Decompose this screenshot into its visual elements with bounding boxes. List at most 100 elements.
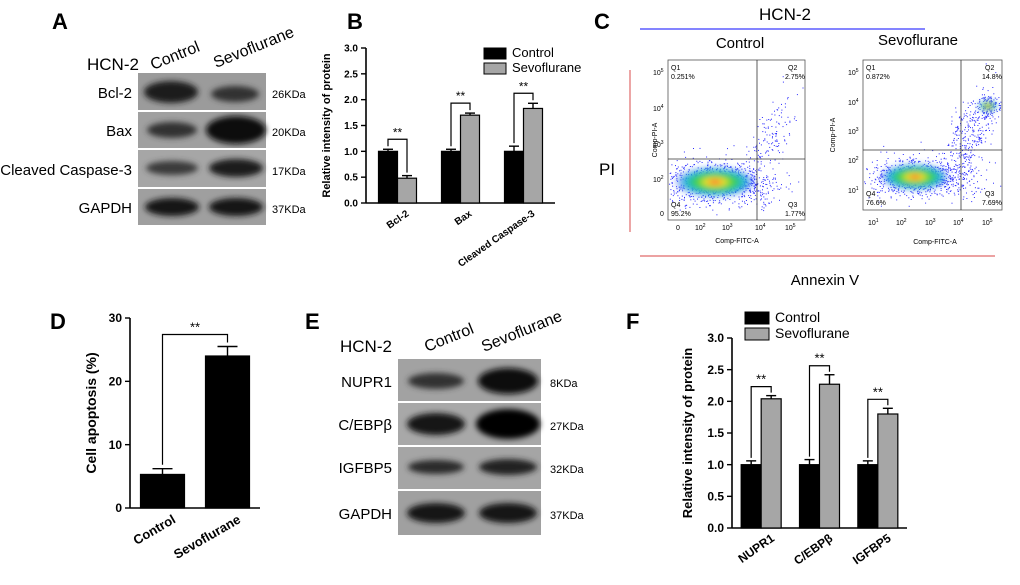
flow-event: [913, 158, 915, 160]
flow-event: [669, 183, 671, 185]
flow-event: [741, 163, 743, 165]
flow-event: [962, 154, 964, 156]
bar: [877, 413, 899, 529]
flow-event: [760, 194, 761, 196]
flow-event: [951, 202, 953, 204]
flow-event: [951, 171, 953, 173]
flow-event: [771, 201, 772, 203]
flow-event: [761, 155, 763, 157]
flow-event: [969, 159, 971, 161]
flow-event: [974, 125, 976, 126]
flow-event: [784, 139, 786, 141]
flow-event: [968, 169, 970, 171]
flow-event: [953, 160, 955, 161]
bar: [522, 107, 544, 204]
bar: [760, 398, 782, 529]
flow-event: [697, 198, 698, 200]
flow-event: [880, 166, 882, 167]
flow-event: [709, 160, 711, 162]
flow-event: [986, 116, 988, 118]
flow-event: [744, 202, 746, 204]
flow-plot-title: Sevoflurane: [878, 32, 958, 49]
flow-event: [759, 185, 761, 187]
flow-event: [992, 113, 994, 115]
flow-event: [762, 186, 764, 188]
flow-event: [876, 160, 878, 161]
blot-e-lane-sevoflurane: Sevoflurane: [479, 308, 565, 356]
flow-event: [975, 106, 977, 108]
flow-event: [722, 198, 724, 200]
flow-event: [947, 145, 949, 146]
flow-event: [989, 117, 991, 119]
flow-event: [694, 200, 696, 202]
flow-event: [964, 147, 966, 149]
flow-event: [745, 169, 747, 171]
flow-event: [676, 168, 677, 170]
flow-event: [970, 168, 972, 170]
flow-event: [763, 196, 765, 198]
flow-event: [898, 160, 900, 162]
flow-event: [761, 181, 763, 183]
flow-event: [676, 160, 678, 162]
flow-event: [973, 141, 975, 143]
svg-text:104: 104: [953, 218, 964, 227]
flow-event: [940, 164, 942, 166]
flow-event: [972, 154, 974, 156]
flow-event: [701, 162, 703, 163]
flow-event: [972, 116, 973, 118]
flow-event: [954, 172, 956, 174]
flow-event: [965, 126, 966, 128]
flow-event: [978, 156, 980, 158]
flow-event: [956, 139, 958, 141]
flow-event: [972, 120, 974, 122]
flow-event: [760, 156, 761, 158]
flow-event: [683, 199, 685, 201]
flow-q2-label: Q2: [788, 65, 797, 72]
flow-event: [712, 209, 714, 211]
flow-event: [941, 194, 943, 196]
flow-event: [977, 102, 979, 104]
flow-event: [773, 145, 775, 146]
flow-event: [774, 114, 776, 116]
y-tick-label: 3.0: [344, 44, 358, 55]
blot-a-size-label: 26KDa: [272, 89, 307, 101]
flow-event: [953, 142, 955, 144]
flow-event: [973, 119, 975, 121]
flow-event: [970, 111, 972, 113]
flow-event: [961, 119, 963, 121]
flow-event: [671, 164, 673, 166]
flow-event: [789, 120, 791, 122]
flow-event: [765, 183, 767, 185]
flow-event: [734, 201, 736, 203]
flow-event: [704, 200, 706, 202]
flow-event: [725, 159, 727, 161]
flow-event: [673, 191, 675, 193]
flow-event: [967, 126, 969, 128]
flow-event: [948, 144, 950, 146]
flow-event: [701, 200, 703, 202]
blot-a-size-label: 17KDa: [272, 166, 307, 178]
flow-event: [762, 189, 763, 191]
flow-event: [972, 134, 974, 136]
flow-event: [955, 163, 957, 165]
flow-event: [881, 188, 883, 189]
flow-event: [978, 111, 979, 113]
flow-event: [884, 164, 886, 166]
flow-event: [970, 120, 972, 122]
flow-event: [696, 160, 698, 162]
significance-label: **: [456, 89, 466, 103]
flow-event: [988, 96, 990, 97]
flow-event: [969, 120, 971, 122]
flow-event: [687, 163, 689, 165]
flow-event: [978, 129, 980, 131]
y-tick-label: 2.0: [707, 395, 724, 409]
flow-event: [926, 196, 928, 198]
flow-event: [747, 166, 749, 168]
flow-event: [962, 185, 964, 187]
flow-y-stain: PI: [599, 160, 615, 179]
flow-event: [758, 177, 760, 179]
flow-event: [772, 142, 774, 144]
flow-event: [727, 197, 729, 199]
flow-event: [789, 121, 791, 123]
flow-event: [875, 179, 877, 181]
